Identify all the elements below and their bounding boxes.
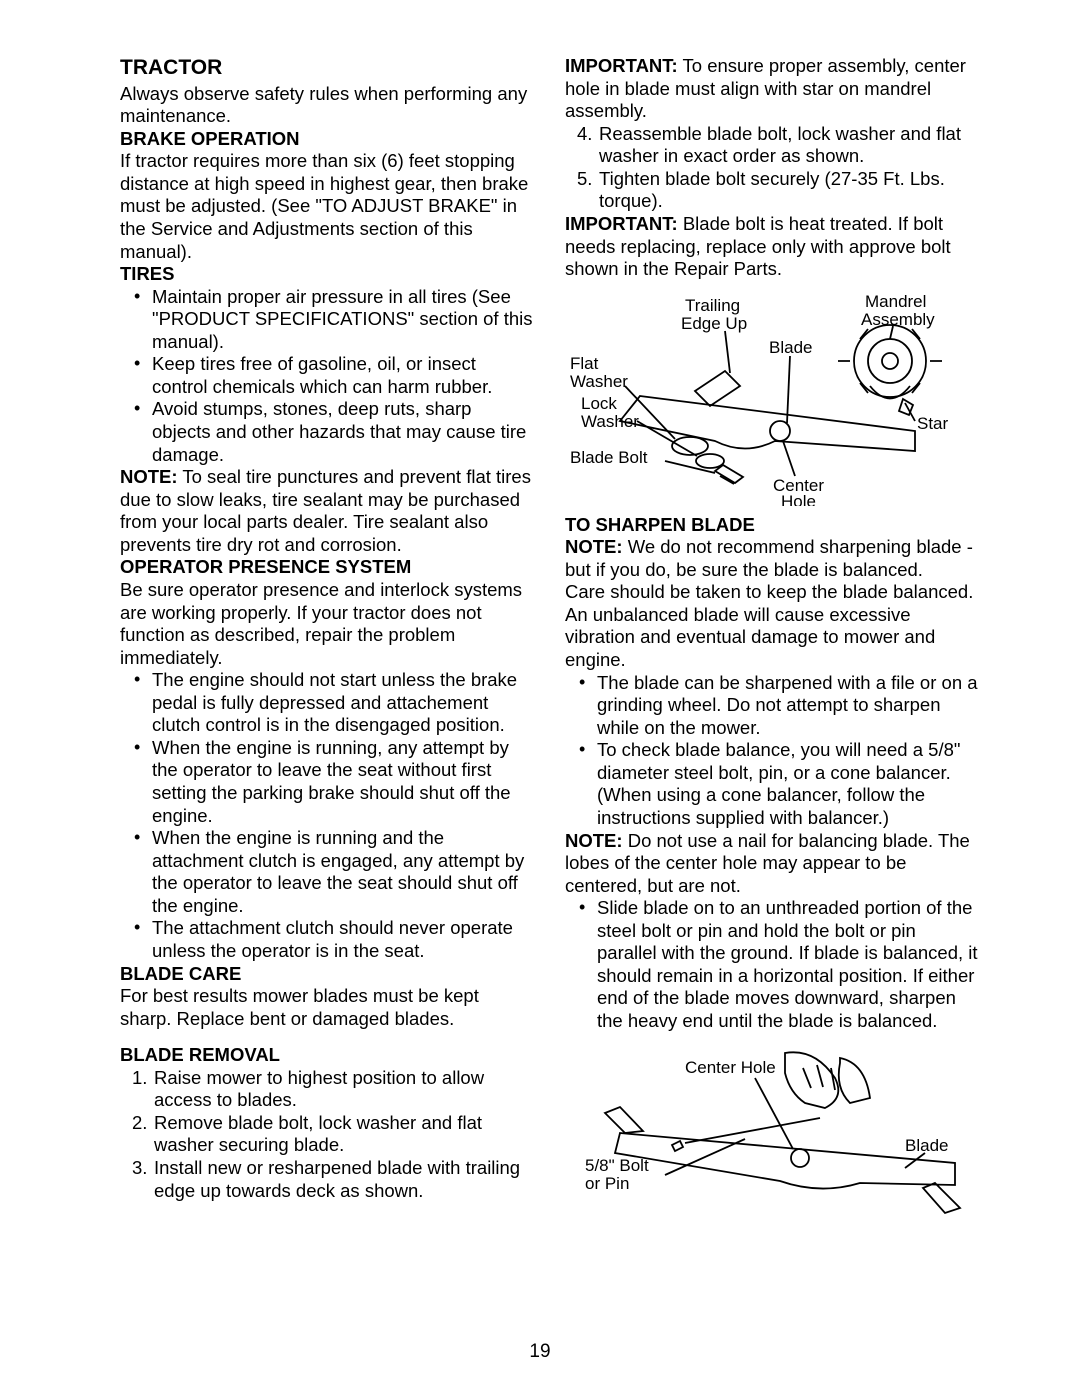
label-assembly: Assembly [861,310,935,329]
list-item: When the engine is running, any attempt … [140,737,535,827]
list-sharpen-1: The blade can be sharpened with a file o… [565,672,980,830]
label-washer2: Washer [581,412,639,431]
list-item: Keep tires free of gasoline, oil, or ins… [140,353,535,398]
label-bolt-pin-2: or Pin [585,1174,629,1193]
list-item: Slide blade on to an unthreaded portion … [585,897,980,1032]
label-washer: Washer [570,372,628,391]
label-bolt-pin-1: 5/8" Bolt [585,1156,649,1175]
label-hole: Hole [781,492,816,506]
list-item: 5.Tighten blade bolt securely (27-35 Ft.… [585,168,980,213]
text-bladecare: For best results mower blades must be ke… [120,985,535,1030]
text-brake: If tractor requires more than six (6) fe… [120,150,535,263]
important-label: IMPORTANT: [565,213,678,234]
note-body: To seal tire punctures and prevent flat … [120,466,531,555]
text-sharpen-note: NOTE: We do not recommend sharpening bla… [565,536,980,581]
page-number: 19 [0,1341,1080,1363]
manual-page: TRACTOR Always observe safety rules when… [0,0,1080,1266]
list-item: 1.Raise mower to highest position to all… [140,1067,535,1112]
text-intro: Always observe safety rules when perform… [120,83,535,128]
list-item: The blade can be sharpened with a file o… [585,672,980,740]
text-important-1: IMPORTANT: To ensure proper assembly, ce… [565,55,980,123]
heading-blade-care: BLADE CARE [120,963,535,986]
diagram-blade-assembly: Trailing Edge Up Mandrel Assembly Flat W… [565,291,980,506]
label-blade: Blade [769,338,812,357]
label-blade-bolt: Blade Bolt [570,448,648,467]
note-body: We do not recommend sharpening blade - b… [565,536,973,580]
heading-sharpen: TO SHARPEN BLADE [565,514,980,537]
blade-assembly-svg: Trailing Edge Up Mandrel Assembly Flat W… [565,291,980,506]
note-label: NOTE: [120,466,178,487]
label-edge-up: Edge Up [681,314,747,333]
heading-tires: TIRES [120,263,535,286]
label-blade: Blade [905,1136,948,1155]
text-ops: Be sure operator presence and interlock … [120,579,535,669]
list-item: Maintain proper air pressure in all tire… [140,286,535,354]
text-important-2: IMPORTANT: Blade bolt is heat treated. I… [565,213,980,281]
list-ops: The engine should not start unless the b… [120,669,535,962]
note-label: NOTE: [565,536,623,557]
diagram-blade-balance: Center Hole 5/8" Bolt or Pin Blade [565,1043,980,1218]
label-flat: Flat [570,354,599,373]
right-column: IMPORTANT: To ensure proper assembly, ce… [565,55,980,1226]
text-sharpen-body: Care should be taken to keep the blade b… [565,581,980,671]
important-label: IMPORTANT: [565,55,678,76]
list-item: Avoid stumps, stones, deep ruts, sharp o… [140,398,535,466]
list-steps-4-5: 4.Reassemble blade bolt, lock washer and… [565,123,980,213]
list-item: To check blade balance, you will need a … [585,739,980,829]
left-column: TRACTOR Always observe safety rules when… [120,55,535,1226]
list-item: The attachment clutch should never opera… [140,917,535,962]
list-item: 2.Remove blade bolt, lock washer and fla… [140,1112,535,1157]
list-sharpen-2: Slide blade on to an unthreaded portion … [565,897,980,1032]
list-blade-removal: 1.Raise mower to highest position to all… [120,1067,535,1202]
list-item: When the engine is running and the attac… [140,827,535,917]
label-star: Star [917,414,949,433]
text-tires-note: NOTE: To seal tire punctures and prevent… [120,466,535,556]
heading-operator-presence: OPERATOR PRESENCE SYSTEM [120,556,535,579]
list-item: The engine should not start unless the b… [140,669,535,737]
blade-balance-svg: Center Hole 5/8" Bolt or Pin Blade [565,1043,980,1218]
text-sharpen-note2: NOTE: Do not use a nail for balancing bl… [565,830,980,898]
list-item: 3.Install new or resharpened blade with … [140,1157,535,1202]
list-tires: Maintain proper air pressure in all tire… [120,286,535,467]
heading-tractor: TRACTOR [120,55,535,81]
label-trailing: Trailing [685,296,740,315]
note-body: Do not use a nail for balancing blade. T… [565,830,970,896]
list-item: 4.Reassemble blade bolt, lock washer and… [585,123,980,168]
label-center-hole: Center Hole [685,1058,776,1077]
heading-brake-operation: BRAKE OPERATION [120,128,535,151]
label-mandrel: Mandrel [865,292,926,311]
note-label: NOTE: [565,830,623,851]
label-lock: Lock [581,394,617,413]
heading-blade-removal: BLADE REMOVAL [120,1044,535,1067]
